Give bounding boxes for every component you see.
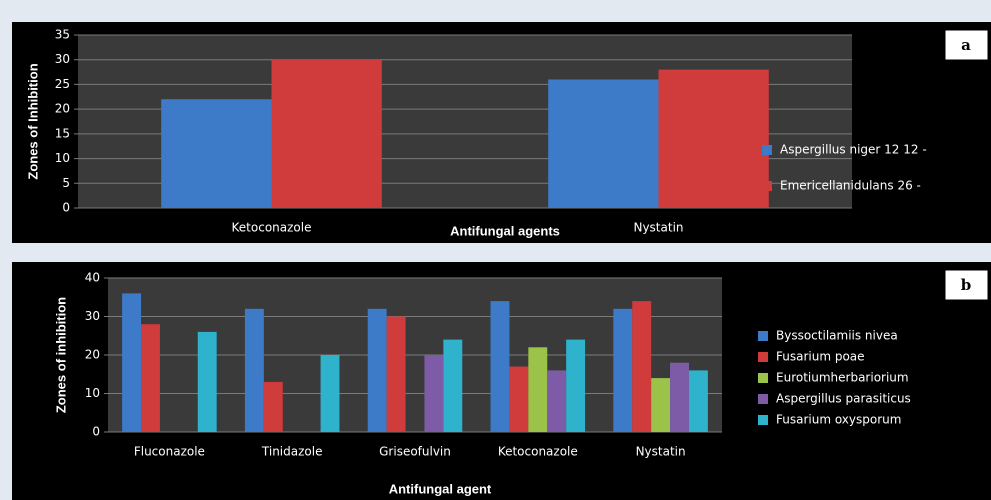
- legend-swatch: [758, 373, 768, 383]
- y-tick-label: 10: [85, 386, 100, 400]
- legend-label: Emericellanidulans 26 -: [780, 179, 921, 193]
- x-tick-label: Nystatin: [633, 221, 683, 235]
- y-tick-label: 0: [62, 201, 70, 215]
- panel-tag: b: [961, 276, 972, 294]
- y-tick-label: 30: [55, 52, 70, 66]
- bar: [566, 339, 586, 432]
- bar: [688, 370, 708, 432]
- y-tick-label: 15: [55, 126, 70, 140]
- legend-label: Eurotiumherbariorium: [776, 371, 909, 385]
- legend-label: Fusarium oxysporum: [776, 413, 901, 427]
- y-axis-title: Zones of inhibition: [53, 297, 68, 413]
- y-axis-title: Zones of Inhibition: [25, 63, 40, 179]
- x-axis-title: Antifungal agent: [389, 481, 492, 496]
- legend-swatch: [762, 181, 772, 191]
- bar: [658, 69, 769, 208]
- bar: [320, 355, 340, 432]
- y-tick-label: 20: [55, 102, 70, 116]
- y-tick-label: 30: [85, 309, 100, 323]
- x-axis-title: Antifungal agents: [450, 223, 560, 238]
- bar: [613, 308, 633, 432]
- x-tick-label: Ketoconazole: [498, 445, 578, 459]
- legend-label: Byssoctilamiis nivea: [776, 329, 898, 343]
- x-tick-label: Fluconazole: [134, 445, 205, 459]
- bar: [122, 293, 142, 432]
- legend-swatch: [762, 145, 772, 155]
- bar: [670, 362, 689, 432]
- panel-tag-box: [944, 269, 989, 301]
- bar: [547, 370, 567, 432]
- bar: [263, 381, 283, 432]
- y-tick-label: 35: [55, 28, 70, 42]
- bar: [651, 378, 671, 432]
- bar: [271, 59, 382, 208]
- bar: [367, 308, 387, 432]
- y-tick-label: 25: [55, 77, 70, 91]
- legend-swatch: [758, 331, 768, 341]
- panel-tag: a: [961, 36, 971, 54]
- y-tick-label: 5: [62, 176, 70, 190]
- x-tick-label: Ketoconazole: [232, 221, 312, 235]
- bar: [161, 99, 272, 208]
- x-tick-label: Tinidazole: [261, 445, 323, 459]
- bar: [424, 355, 444, 432]
- x-tick-label: Nystatin: [636, 445, 686, 459]
- y-tick-label: 20: [85, 348, 100, 362]
- panel-tag-box: [944, 29, 989, 61]
- legend-label: Fusarium poae: [776, 350, 865, 364]
- bar: [632, 301, 652, 432]
- bar: [548, 79, 659, 208]
- x-tick-label: Griseofulvin: [379, 445, 451, 459]
- bar: [141, 324, 160, 432]
- y-tick-label: 0: [92, 425, 100, 439]
- legend-swatch: [758, 394, 768, 404]
- bar: [490, 301, 510, 432]
- y-tick-label: 10: [55, 151, 70, 165]
- bar: [386, 316, 406, 432]
- bar: [443, 339, 463, 432]
- y-tick-label: 40: [85, 271, 100, 285]
- legend-label: Aspergillus niger 12 12 -: [780, 143, 927, 157]
- legend-swatch: [758, 352, 768, 362]
- bar: [197, 331, 217, 432]
- bar: [244, 308, 264, 432]
- legend-swatch: [758, 415, 768, 425]
- legend-label: Aspergillus parasiticus: [776, 392, 911, 406]
- bar: [509, 366, 529, 432]
- bar: [528, 347, 548, 432]
